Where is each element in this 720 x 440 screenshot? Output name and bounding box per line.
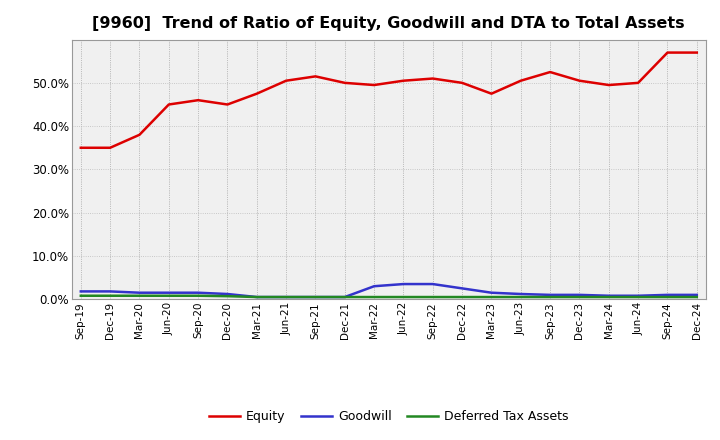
Deferred Tax Assets (516, 294, 525, 300)
Equity (164, 102, 173, 107)
Goodwill (546, 292, 554, 297)
Line: Equity: Equity (81, 52, 697, 148)
Deferred Tax Assets (76, 293, 85, 298)
Equity (253, 91, 261, 96)
Equity (605, 82, 613, 88)
Goodwill (282, 294, 290, 300)
Equity (693, 50, 701, 55)
Equity (428, 76, 437, 81)
Equity (135, 132, 144, 137)
Equity (311, 74, 320, 79)
Equity (194, 98, 202, 103)
Deferred Tax Assets (546, 294, 554, 300)
Equity (663, 50, 672, 55)
Goodwill (135, 290, 144, 295)
Goodwill (194, 290, 202, 295)
Deferred Tax Assets (634, 294, 642, 300)
Line: Goodwill: Goodwill (81, 284, 697, 297)
Goodwill (223, 291, 232, 297)
Goodwill (76, 289, 85, 294)
Goodwill (693, 292, 701, 297)
Goodwill (458, 286, 467, 291)
Goodwill (399, 282, 408, 287)
Deferred Tax Assets (399, 294, 408, 300)
Deferred Tax Assets (164, 293, 173, 298)
Equity (282, 78, 290, 83)
Deferred Tax Assets (428, 294, 437, 300)
Goodwill (575, 292, 584, 297)
Equity (487, 91, 496, 96)
Deferred Tax Assets (663, 294, 672, 300)
Deferred Tax Assets (487, 294, 496, 300)
Equity (223, 102, 232, 107)
Goodwill (341, 294, 349, 300)
Equity (458, 80, 467, 85)
Goodwill (663, 292, 672, 297)
Equity (575, 78, 584, 83)
Deferred Tax Assets (135, 293, 144, 298)
Deferred Tax Assets (194, 293, 202, 298)
Equity (76, 145, 85, 150)
Goodwill (253, 294, 261, 300)
Goodwill (516, 291, 525, 297)
Equity (516, 78, 525, 83)
Deferred Tax Assets (575, 294, 584, 300)
Goodwill (487, 290, 496, 295)
Equity (370, 82, 379, 88)
Deferred Tax Assets (341, 294, 349, 300)
Deferred Tax Assets (693, 294, 701, 300)
Title: [9960]  Trend of Ratio of Equity, Goodwill and DTA to Total Assets: [9960] Trend of Ratio of Equity, Goodwil… (92, 16, 685, 32)
Equity (106, 145, 114, 150)
Deferred Tax Assets (311, 294, 320, 300)
Deferred Tax Assets (106, 293, 114, 298)
Equity (546, 70, 554, 75)
Equity (634, 80, 642, 85)
Goodwill (370, 284, 379, 289)
Line: Deferred Tax Assets: Deferred Tax Assets (81, 296, 697, 297)
Equity (341, 80, 349, 85)
Goodwill (605, 293, 613, 298)
Equity (399, 78, 408, 83)
Deferred Tax Assets (458, 294, 467, 300)
Goodwill (634, 293, 642, 298)
Deferred Tax Assets (282, 294, 290, 300)
Goodwill (164, 290, 173, 295)
Deferred Tax Assets (605, 294, 613, 300)
Goodwill (428, 282, 437, 287)
Goodwill (106, 289, 114, 294)
Legend: Equity, Goodwill, Deferred Tax Assets: Equity, Goodwill, Deferred Tax Assets (204, 405, 574, 428)
Deferred Tax Assets (370, 294, 379, 300)
Deferred Tax Assets (253, 294, 261, 300)
Goodwill (311, 294, 320, 300)
Deferred Tax Assets (223, 293, 232, 299)
